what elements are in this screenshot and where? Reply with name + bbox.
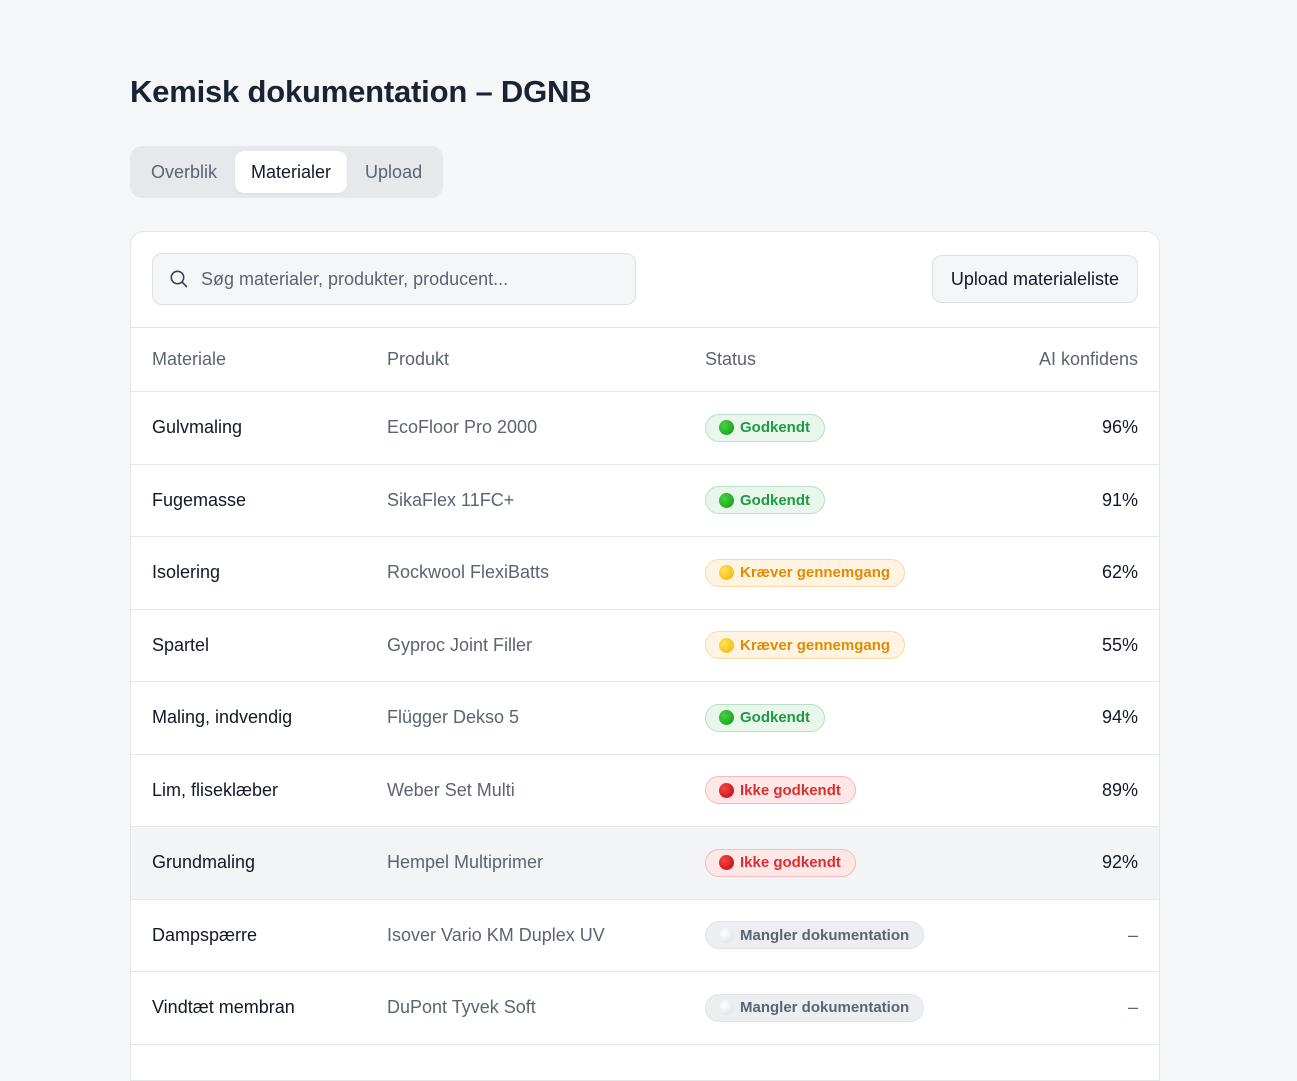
- status-label: Godkendt: [740, 491, 810, 509]
- status-badge: Godkendt: [705, 413, 825, 442]
- search-input[interactable]: [201, 268, 621, 290]
- status-label: Godkendt: [740, 709, 810, 727]
- status-cell: Ikke godkendt: [705, 848, 856, 877]
- confidence-value: 62%: [1101, 562, 1138, 583]
- column-header-status[interactable]: Status: [705, 349, 757, 369]
- product-name: Flügger Dekso 5: [387, 707, 520, 728]
- confidence-value: 91%: [1101, 489, 1138, 510]
- product-name: EcoFloor Pro 2000: [387, 417, 538, 438]
- material-name: Dampspærre: [152, 924, 258, 945]
- tab-materialer[interactable]: Materialer: [235, 151, 348, 193]
- status-cell: Ikke godkendt: [705, 776, 856, 805]
- table-row[interactable]: Lim, fliseklæber Weber Set Multi Ikke go…: [131, 755, 1159, 827]
- material-name: Gulvmaling: [152, 417, 243, 438]
- status-label: Mangler dokumentation: [740, 926, 910, 944]
- product-name: SikaFlex 11FC+: [387, 489, 515, 510]
- table-row[interactable]: Gulvmaling EcoFloor Pro 2000 Godkendt 96…: [131, 392, 1159, 465]
- gray-dot-icon: [719, 927, 734, 943]
- tab-bar: Overblik Materialer Upload: [130, 146, 444, 198]
- status-label: Godkendt: [740, 419, 810, 437]
- confidence-value: 55%: [1101, 634, 1138, 655]
- status-badge: Ikke godkendt: [705, 776, 856, 805]
- status-badge: Mangler dokumentation: [705, 921, 925, 950]
- red-dot-icon: [719, 782, 734, 798]
- tab-upload[interactable]: Upload: [365, 161, 423, 182]
- status-cell: Godkendt: [705, 486, 825, 515]
- status-cell: Godkendt: [705, 413, 825, 442]
- status-cell: Kræver gennemgang: [705, 631, 906, 660]
- status-cell: Godkendt: [705, 703, 825, 732]
- status-badge: Mangler dokumentation: [705, 993, 925, 1022]
- status-badge: Godkendt: [705, 486, 825, 515]
- status-label: Ikke godkendt: [740, 854, 841, 872]
- status-cell: Kræver gennemgang: [705, 558, 906, 587]
- status-label: Kræver gennemgang: [740, 636, 891, 654]
- material-name: Spartel: [152, 634, 210, 655]
- table-header: Materiale Produkt Status AI konfidens: [131, 328, 1159, 392]
- table-row-hovered[interactable]: Grundmaling Hempel Multiprimer Ikke godk…: [131, 827, 1159, 900]
- status-badge: Ikke godkendt: [705, 848, 856, 877]
- status-cell: Mangler dokumentation: [705, 921, 925, 950]
- yellow-dot-icon: [719, 637, 734, 653]
- table-row[interactable]: Fugemasse SikaFlex 11FC+ Godkendt 91%: [131, 465, 1159, 537]
- table-row[interactable]: Vindtæt membran DuPont Tyvek Soft Mangle…: [131, 972, 1159, 1045]
- green-dot-icon: [719, 710, 734, 726]
- material-name: Vindtæt membran: [152, 997, 295, 1018]
- upload-materialeliste-button[interactable]: Upload materialeliste: [931, 255, 1138, 303]
- column-header-produkt[interactable]: Produkt: [387, 349, 450, 369]
- product-name: Weber Set Multi: [387, 779, 515, 800]
- green-dot-icon: [719, 420, 734, 436]
- tab-overblik[interactable]: Overblik: [151, 161, 218, 182]
- product-name: Hempel Multiprimer: [387, 852, 544, 873]
- toolbar: Upload materialeliste: [131, 232, 1159, 328]
- table-row[interactable]: Maling, indvendig Flügger Dekso 5 Godken…: [131, 682, 1159, 755]
- confidence-value: –: [1127, 924, 1138, 945]
- column-header-materiale[interactable]: Materiale: [152, 349, 227, 369]
- status-label: Mangler dokumentation: [740, 999, 910, 1017]
- status-label: Ikke godkendt: [740, 781, 841, 799]
- product-name: Gyproc Joint Filler: [387, 634, 533, 655]
- search-box[interactable]: [152, 253, 636, 305]
- material-name: Grundmaling: [152, 852, 256, 873]
- material-name: Fugemasse: [152, 489, 247, 510]
- material-name: Lim, fliseklæber: [152, 779, 279, 800]
- status-badge: Kræver gennemgang: [705, 558, 906, 587]
- confidence-value: –: [1127, 997, 1138, 1018]
- search-icon: [170, 270, 188, 288]
- red-dot-icon: [719, 855, 734, 871]
- confidence-value: 92%: [1101, 852, 1138, 873]
- confidence-value: 94%: [1101, 707, 1138, 728]
- material-name: Maling, indvendig: [152, 707, 293, 728]
- status-badge: Kræver gennemgang: [705, 631, 906, 660]
- materials-card: Upload materialeliste Materiale Produkt …: [130, 231, 1160, 1081]
- table-row[interactable]: Isolering Rockwool FlexiBatts Kræver gen…: [131, 537, 1159, 610]
- page-title: Kemisk dokumentation – DGNB: [130, 74, 592, 109]
- yellow-dot-icon: [719, 565, 734, 581]
- product-name: Rockwool FlexiBatts: [387, 562, 550, 583]
- confidence-value: 96%: [1101, 417, 1138, 438]
- gray-dot-icon: [719, 1000, 734, 1016]
- status-badge: Godkendt: [705, 703, 825, 732]
- column-header-ai-konfidens[interactable]: AI konfidens: [1038, 349, 1138, 369]
- table-row[interactable]: Dampspærre Isover Vario KM Duplex UV Man…: [131, 900, 1159, 972]
- status-label: Kræver gennemgang: [740, 564, 891, 582]
- material-name: Isolering: [152, 562, 221, 583]
- green-dot-icon: [719, 492, 734, 508]
- product-name: DuPont Tyvek Soft: [387, 997, 536, 1018]
- status-cell: Mangler dokumentation: [705, 993, 925, 1022]
- product-name: Isover Vario KM Duplex UV: [387, 924, 605, 945]
- confidence-value: 89%: [1101, 779, 1138, 800]
- table-row[interactable]: Spartel Gyproc Joint Filler Kræver genne…: [131, 610, 1159, 682]
